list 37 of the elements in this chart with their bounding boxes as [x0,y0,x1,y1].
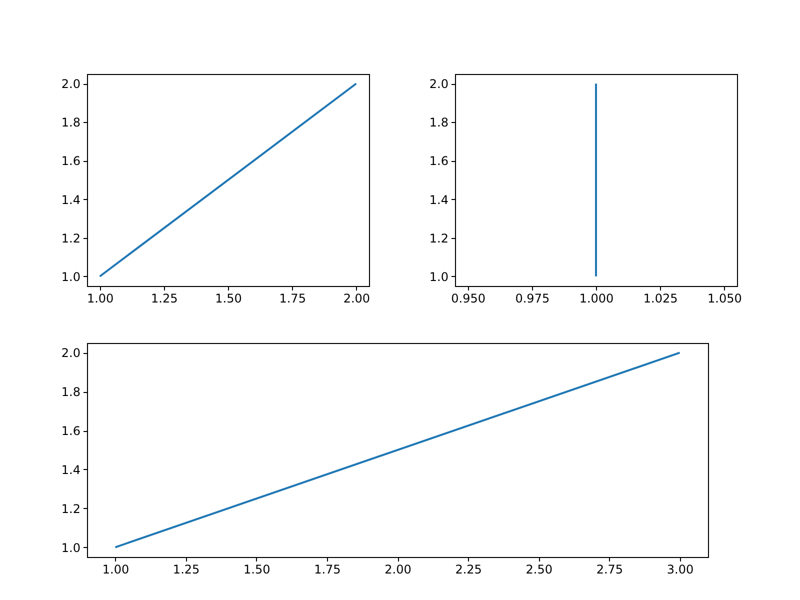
y-tick-label: 2.0 [61,346,80,360]
y-tick-label: 1.8 [61,116,80,130]
x-tick-label: 1.25 [151,292,178,306]
x-tick-label: 1.050 [708,292,742,306]
y-tick-label: 1.0 [61,270,80,284]
y-tick-label: 1.4 [61,192,80,207]
x-tick-label: 0.975 [515,292,550,306]
x-tick-label: 2.00 [343,292,370,306]
x-tick-label: 3.00 [666,562,694,576]
y-tick-label: 1.0 [429,270,448,284]
y-tick-label: 1.2 [61,502,80,516]
y-tick-label: 1.4 [61,462,80,477]
x-tick-label: 1.00 [102,562,130,576]
x-tick-label: 0.950 [451,292,486,306]
y-tick-label: 1.6 [61,154,80,168]
x-tick-label: 2.00 [384,562,412,576]
y-tick-label: 1.4 [429,192,448,207]
x-tick-label: 1.75 [314,562,341,576]
y-tick-label: 1.2 [429,231,448,246]
x-tick-label: 2.25 [455,562,482,576]
x-tick-label: 2.50 [526,562,552,576]
y-tick-label: 1.6 [61,424,80,438]
x-tick-label: 1.50 [215,292,242,306]
x-tick-label: 1.000 [579,292,614,306]
x-tick-label: 2.75 [596,562,624,576]
x-tick-label: 1.75 [279,292,306,306]
y-tick-label: 1.2 [61,231,80,246]
y-tick-label: 1.6 [429,154,448,168]
y-tick-label: 2.0 [61,77,80,92]
x-tick-label: 1.50 [244,562,270,576]
x-tick-label: 1.025 [643,292,678,306]
x-tick-label: 1.00 [86,292,114,306]
y-tick-label: 1.8 [61,385,80,400]
y-tick-label: 1.8 [429,116,448,130]
y-tick-label: 1.0 [61,540,80,555]
y-tick-label: 2.0 [429,77,448,92]
x-tick-label: 1.25 [172,562,200,576]
